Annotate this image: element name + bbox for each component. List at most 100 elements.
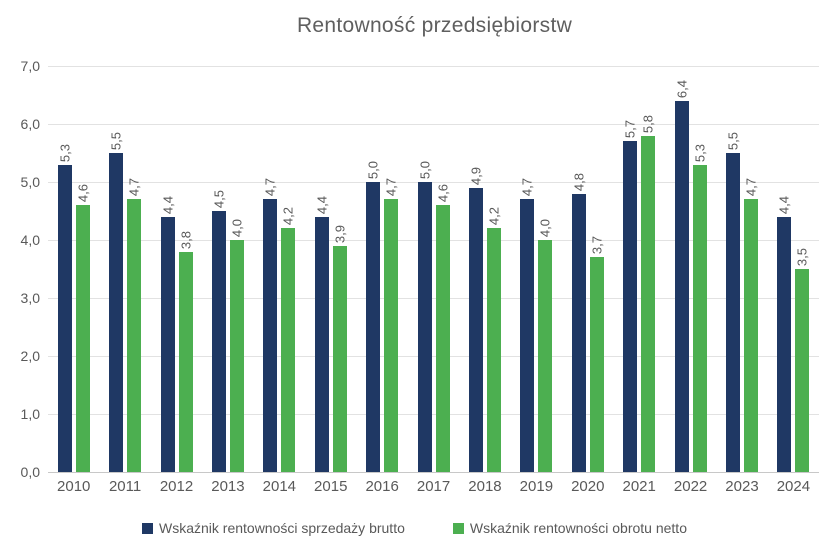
bar-group-2010: 5,3 4,6 — [48, 66, 99, 472]
chart-title: Rentowność przedsiębiorstw — [296, 14, 573, 37]
x-axis-label: 2017 — [416, 478, 451, 495]
x-axis-label: 2022 — [673, 478, 708, 495]
bar: 4,9 — [468, 167, 483, 472]
y-tick-label: 7,0 — [20, 58, 40, 74]
bar-groups: 5,3 4,6 5,5 4,7 4,4 3,8 4,5 4,0 4,7 4,2 4,4 3,9 5,0 4… — [48, 66, 819, 472]
gridline — [48, 240, 819, 241]
bar-value-label: 5,0 — [365, 160, 381, 179]
bar-value-label: 4,8 — [571, 172, 587, 191]
bar-group-2013: 4,5 4,0 — [202, 66, 253, 472]
bar-value-label: 4,4 — [160, 195, 176, 214]
bar: 4,5 — [211, 190, 226, 472]
bar-group-2018: 4,9 4,2 — [459, 66, 510, 472]
bar-value-label: 4,7 — [126, 178, 142, 197]
bar-group-2023: 5,5 4,7 — [716, 66, 767, 472]
x-axis-label: 2012 — [159, 478, 194, 495]
bar: 4,6 — [75, 184, 90, 472]
bar-value-label: 4,7 — [262, 178, 278, 197]
bar: 3,7 — [589, 236, 604, 472]
bar-value-label: 3,5 — [794, 247, 810, 266]
bar: 5,3 — [692, 144, 707, 472]
gridline — [48, 66, 819, 67]
x-axis: 2010 2011 2012 2013 2014 2015 2016 2017 2018 2019… — [48, 478, 819, 495]
y-tick-label: 5,0 — [20, 174, 40, 190]
bar-value-label: 4,0 — [537, 218, 553, 237]
bar: 4,8 — [571, 173, 586, 472]
x-axis-label: 2015 — [314, 478, 348, 495]
legend-item-sprzedazy-brutto: Wskaźnik rentowności sprzedaży brutto — [142, 520, 405, 536]
bar: 5,0 — [366, 161, 381, 472]
bar-value-label: 3,9 — [332, 224, 348, 243]
bar: 4,6 — [435, 184, 450, 472]
bar-group-2017: 5,0 4,6 — [408, 66, 459, 472]
y-tick-label: 3,0 — [20, 290, 40, 306]
bar-value-label: 4,6 — [75, 184, 91, 203]
bar: 4,0 — [229, 219, 244, 472]
legend-label-netto: Wskaźnik rentowności obrotu netto — [469, 520, 687, 536]
bar-group-2015: 4,4 3,9 — [305, 66, 356, 472]
y-tick-label: 4,0 — [20, 232, 40, 248]
gridline — [48, 298, 819, 299]
bar-value-label: 4,0 — [229, 218, 245, 237]
bar-value-label: 4,7 — [743, 178, 759, 197]
bar-value-label: 4,9 — [468, 166, 484, 185]
bar-value-label: 5,0 — [417, 160, 433, 179]
bar-value-label: 4,2 — [280, 207, 296, 226]
legend-item-obrotu-netto: Wskaźnik rentowności obrotu netto — [452, 520, 687, 536]
bar: 4,0 — [538, 219, 553, 472]
bar: 3,5 — [795, 248, 810, 472]
x-axis-label: 2024 — [776, 478, 811, 495]
bar: 5,5 — [725, 132, 740, 472]
bar: 4,7 — [520, 178, 535, 472]
y-axis: 0,0 1,0 2,0 3,0 4,0 5,0 6,0 7,0 — [0, 58, 40, 480]
bar: 5,3 — [57, 144, 72, 472]
bar-group-2022: 6,4 5,3 — [665, 66, 716, 472]
bar-group-2014: 4,7 4,2 — [254, 66, 305, 472]
bar: 4,7 — [384, 178, 399, 472]
bar-group-2012: 4,4 3,8 — [151, 66, 202, 472]
bar-group-2016: 5,0 4,7 — [356, 66, 407, 472]
bar-value-label: 5,5 — [725, 131, 741, 150]
bar-value-label: 3,7 — [589, 236, 605, 255]
bar-value-label: 5,5 — [108, 131, 124, 150]
bar: 4,4 — [160, 196, 175, 472]
bar: 6,4 — [674, 80, 689, 472]
bar: 5,5 — [109, 132, 124, 472]
bar: 4,7 — [263, 178, 278, 472]
bar: 4,2 — [281, 207, 296, 472]
bar-value-label: 5,7 — [622, 120, 638, 139]
bar: 3,8 — [178, 231, 193, 472]
legend-swatch-netto-icon — [452, 522, 464, 534]
bar-value-label: 4,4 — [314, 195, 330, 214]
bar: 4,4 — [777, 196, 792, 472]
y-tick-label: 0,0 — [20, 464, 40, 480]
bar: 4,4 — [314, 196, 329, 472]
bar-group-2024: 4,4 3,5 — [768, 66, 819, 472]
plot-area: 5,3 4,6 5,5 4,7 4,4 3,8 4,5 4,0 4,7 4,2 4,4 3,9 5,0 4… — [48, 66, 819, 473]
bar: 5,8 — [641, 115, 656, 472]
bar: 5,0 — [417, 161, 432, 472]
y-tick-label: 1,0 — [20, 406, 40, 422]
x-axis-label: 2021 — [622, 478, 656, 495]
bar-value-label: 5,8 — [640, 114, 656, 133]
x-axis-label: 2011 — [108, 478, 142, 495]
gridline — [48, 124, 819, 125]
bar-group-2020: 4,8 3,7 — [562, 66, 613, 472]
bar-value-label: 4,2 — [486, 207, 502, 226]
bar: 4,2 — [486, 207, 501, 472]
bar-value-label: 5,3 — [57, 143, 73, 162]
x-axis-label: 2013 — [211, 478, 245, 495]
x-axis-label: 2016 — [365, 478, 399, 495]
bar-value-label: 3,8 — [178, 230, 194, 249]
bar-value-label: 4,5 — [211, 189, 227, 208]
x-axis-label: 2014 — [262, 478, 297, 495]
gridline — [48, 472, 819, 473]
bar-group-2021: 5,7 5,8 — [613, 66, 664, 472]
x-axis-label: 2010 — [57, 478, 91, 495]
x-axis-label: 2018 — [468, 478, 502, 495]
x-axis-label: 2019 — [519, 478, 554, 495]
bar: 3,9 — [332, 225, 347, 472]
gridline — [48, 414, 819, 415]
bar-group-2011: 5,5 4,7 — [99, 66, 150, 472]
